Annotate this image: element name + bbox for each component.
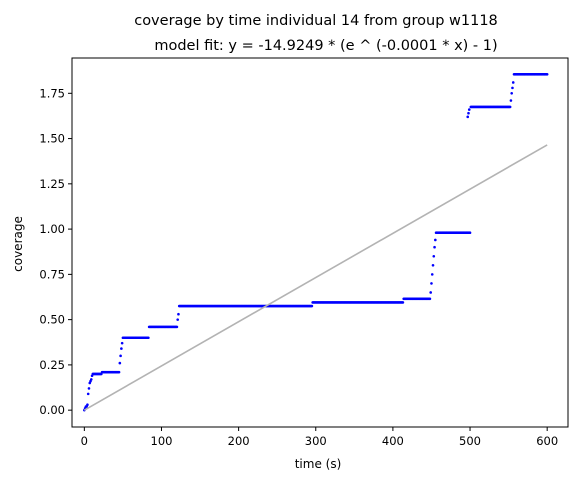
data-point [467,108,471,111]
data-point [117,370,121,374]
data-point [430,273,434,276]
data-point [87,387,91,390]
y-tick-label: 1.75 [39,86,65,100]
data-points [83,73,549,412]
data-point [89,378,93,381]
data-point [545,73,549,76]
data-point [176,318,179,321]
data-point [120,341,124,345]
data-point [510,92,513,95]
x-tick-label: 400 [382,434,404,448]
chart-title: coverage by time individual 14 from grou… [134,13,498,29]
y-tick-label: 0.50 [39,313,65,327]
axis-ticks: 0 100 200 300 400 500 600 0.00 0.25 0.50 0.75 1.00 1… [39,86,558,448]
data-point [433,245,436,249]
data-point [147,336,150,340]
data-point [468,231,472,235]
data-point [428,297,432,301]
x-tick-label: 500 [459,434,481,448]
data-point [434,238,437,242]
x-tick-label: 100 [151,434,173,448]
plot-frame [71,57,569,428]
data-point [310,304,314,308]
data-point [508,105,512,109]
data-point [509,99,513,102]
data-point [86,392,90,396]
y-tick-label: 1.50 [39,132,65,146]
data-point [175,325,179,329]
data-point [401,301,405,304]
data-point [511,81,515,84]
fit-line [83,144,548,411]
data-point [511,86,514,90]
x-tick-label: 0 [81,434,88,448]
x-tick-label: 300 [305,434,327,448]
data-point [118,361,122,365]
y-axis-label: coverage [11,216,25,272]
y-tick-label: 1.25 [39,177,65,191]
data-point [119,354,122,358]
data-point [430,282,433,285]
y-tick-label: 1.00 [39,222,65,236]
plot-marks [83,73,549,412]
chart-subtitle: model fit: y = -14.9249 * (e ^ (-0.0001 … [154,38,497,54]
x-axis-label: time (s) [295,457,342,471]
x-tick-label: 200 [228,434,250,448]
y-tick-label: 0.25 [39,358,65,372]
data-point [177,312,180,316]
data-point [120,347,123,350]
data-point [467,111,470,115]
data-point [466,115,470,119]
y-tick-label: 0.00 [39,403,65,417]
y-tick-label: 0.75 [39,267,65,281]
data-point [431,264,435,267]
data-point [429,291,432,294]
data-point [432,254,436,258]
data-point [86,403,89,407]
x-tick-label: 600 [536,434,558,448]
